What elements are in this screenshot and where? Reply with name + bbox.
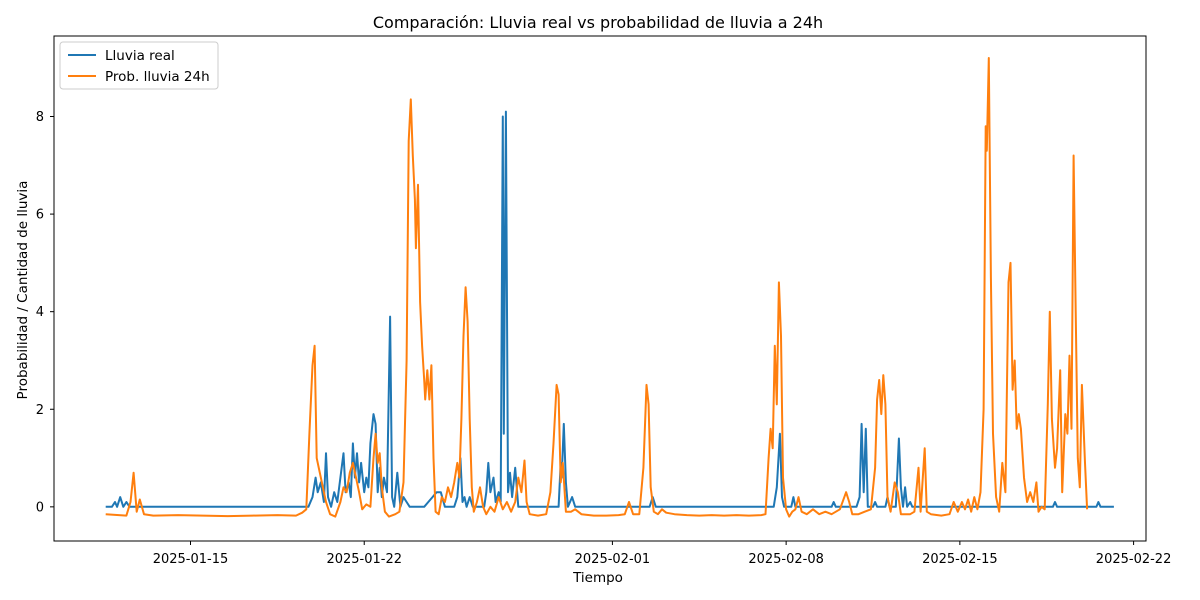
- y-axis: 0 2 4 6 8: [36, 110, 54, 515]
- x-axis-title: Tiempo: [572, 570, 623, 586]
- plot-frame: [53, 35, 1147, 542]
- series-layer: [105, 57, 1114, 518]
- y-tick-label: 6: [36, 208, 44, 223]
- x-tick-label: 2025-01-22: [326, 552, 402, 567]
- x-tick-label: 2025-02-08: [748, 552, 824, 567]
- x-tick-label: 2025-02-15: [922, 552, 998, 567]
- y-tick-label: 2: [36, 403, 44, 418]
- series-line-lluvia-real: [105, 110, 1114, 508]
- chart-title: Comparación: Lluvia real vs probabilidad…: [373, 13, 823, 32]
- y-tick-label: 8: [36, 110, 44, 125]
- legend: Lluvia real Prob. lluvia 24h: [59, 41, 219, 90]
- plot-area: [53, 35, 1147, 542]
- x-axis: 2025-01-15 2025-01-22 2025-02-01 2025-02-08…: [153, 541, 1172, 567]
- x-tick-label: 2025-01-15: [153, 552, 229, 567]
- series-line-prob-lluvia-24h: [105, 57, 1089, 518]
- y-axis-title: Probabilidad / Cantidad de lluvia: [15, 181, 31, 400]
- y-tick-label: 4: [36, 305, 44, 320]
- x-tick-label: 2025-02-01: [575, 552, 651, 567]
- legend-box: [59, 41, 219, 90]
- legend-label-prob-lluvia: Prob. lluvia 24h: [105, 69, 210, 85]
- legend-label-lluvia-real: Lluvia real: [105, 48, 175, 64]
- y-tick-label: 0: [36, 500, 44, 515]
- x-tick-label: 2025-02-22: [1096, 552, 1172, 567]
